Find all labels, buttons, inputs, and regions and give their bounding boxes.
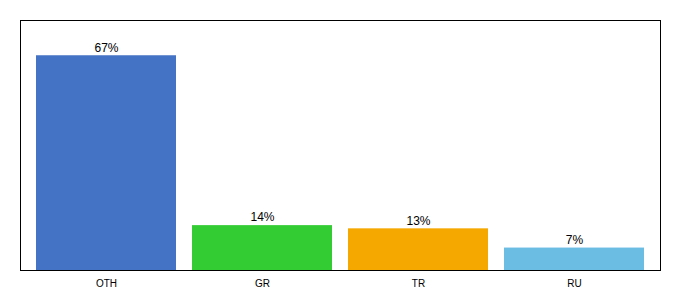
svg-text:67%: 67% xyxy=(94,41,118,55)
svg-text:GR: GR xyxy=(255,278,270,289)
svg-text:7%: 7% xyxy=(566,233,584,247)
svg-text:OTH: OTH xyxy=(96,278,117,289)
svg-text:TR: TR xyxy=(412,278,425,289)
svg-text:RU: RU xyxy=(567,278,581,289)
svg-text:13%: 13% xyxy=(406,214,430,228)
svg-text:14%: 14% xyxy=(250,210,274,224)
